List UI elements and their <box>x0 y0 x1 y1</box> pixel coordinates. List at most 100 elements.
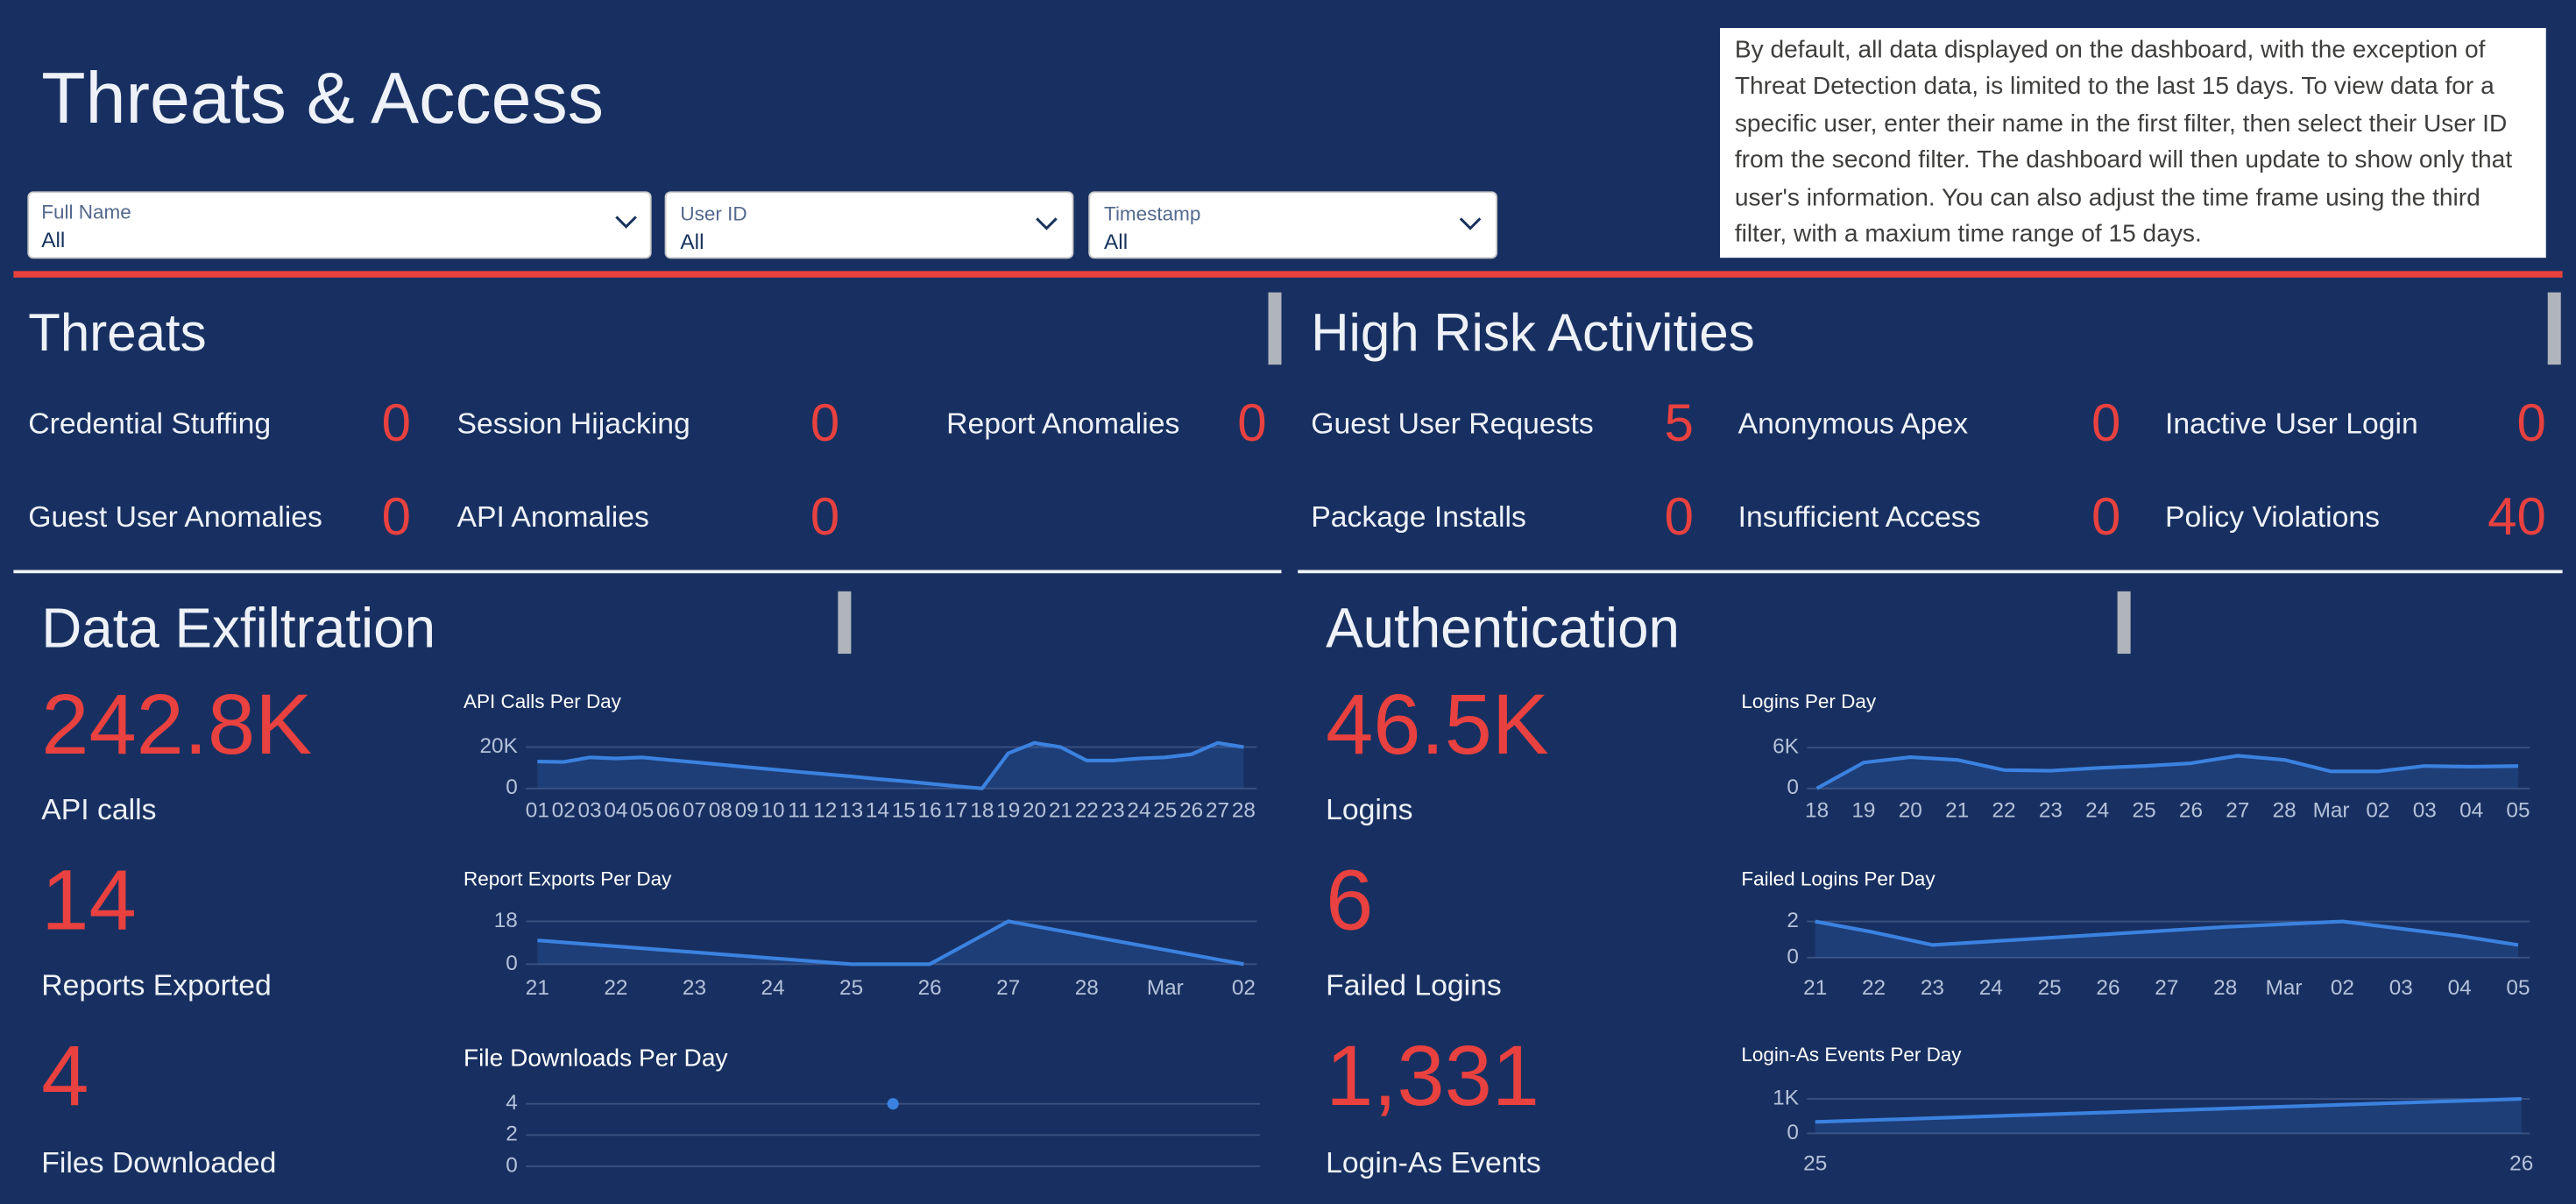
x-tick-label: 25 <box>1153 798 1177 822</box>
line <box>537 919 1244 967</box>
x-tick-label: 07 <box>683 798 706 822</box>
x-tick-label: 21 <box>1803 976 1827 1000</box>
x-tick-label: 24 <box>1979 976 2003 1000</box>
y-tick-label: 4 <box>506 1091 518 1115</box>
filter-label: Timestamp <box>1104 202 1200 224</box>
x-tick-label: 03 <box>2389 976 2413 1000</box>
scrollbar[interactable] <box>2547 292 2561 365</box>
chart-title: Report Exports Per Day <box>464 868 672 890</box>
x-tick-label: 13 <box>839 798 863 822</box>
page-title: Threats & Access <box>41 58 604 138</box>
filter[interactable]: Timestamp All <box>1088 191 1497 259</box>
x-tick-label: 28 <box>1232 798 1256 822</box>
y-tick-label: 2 <box>1787 909 1799 932</box>
x-tick-label: 09 <box>735 798 759 822</box>
x-tick-label: 12 <box>813 798 837 822</box>
x-tick-label: 02 <box>1232 976 1256 1000</box>
kpi-value: 1,331 <box>1326 1028 1539 1123</box>
area <box>1816 755 2518 789</box>
kpi-value: 4 <box>41 1028 88 1123</box>
y-tick-label: 18 <box>494 909 518 932</box>
x-tick-label: 26 <box>2179 798 2203 822</box>
filter-box[interactable] <box>1088 191 1497 259</box>
x-tick-label: 28 <box>2273 798 2296 822</box>
metric-value: 0 <box>2091 487 2120 546</box>
metric-value: 40 <box>2488 487 2546 546</box>
x-tick-label: 28 <box>2213 976 2237 1000</box>
metric-value: 0 <box>1665 487 1694 546</box>
kpi-value: 242.8K <box>41 676 312 772</box>
metric-label: Package Installs <box>1311 500 1526 534</box>
info-text: By default, all data displayed on the da… <box>1719 27 2546 259</box>
x-tick-label: 05 <box>630 798 654 822</box>
divider <box>13 570 1282 574</box>
metric-label: Guest User Anomalies <box>28 500 322 534</box>
metric-label: Session Hijacking <box>457 407 690 440</box>
x-tick-label: Mar <box>1147 976 1184 1000</box>
metric-value: 0 <box>2091 393 2120 452</box>
y-tick-label: 0 <box>1787 776 1799 799</box>
chevron <box>1036 217 1058 230</box>
x-tick-label: 27 <box>2226 798 2249 822</box>
x-tick-label: 23 <box>2039 798 2063 822</box>
metric-value: 0 <box>1237 393 1266 452</box>
filter[interactable]: Full Name All <box>27 191 652 259</box>
chart-title: Login-As Events Per Day <box>1741 1044 1962 1066</box>
scrollbar[interactable] <box>1268 292 1282 365</box>
scrollbar[interactable] <box>838 591 852 655</box>
filter[interactable]: User ID All <box>664 191 1074 259</box>
chart-title: File Downloads Per Day <box>464 1044 728 1071</box>
filter-box[interactable] <box>664 191 1074 259</box>
kpi-value: 46.5K <box>1326 676 1549 772</box>
x-tick-label: 16 <box>918 798 942 822</box>
filter-value: All <box>41 229 65 252</box>
filter-box[interactable] <box>27 191 652 259</box>
metric-value: 0 <box>382 487 411 546</box>
x-tick-label: 22 <box>604 976 627 1000</box>
chart-title: Failed Logins Per Day <box>1741 868 1936 890</box>
metric-label: Insufficient Access <box>1738 500 1981 534</box>
chart-title: API Calls Per Day <box>464 691 622 712</box>
metric-value: 0 <box>810 393 839 452</box>
metric-label: Credential Stuffing <box>28 407 271 440</box>
x-tick-label: 24 <box>1127 798 1150 822</box>
x-tick-label: 27 <box>2155 976 2178 1000</box>
kpi-label: Logins <box>1326 793 1412 826</box>
x-tick-label: 01 <box>526 798 549 822</box>
x-tick-label: 02 <box>2331 976 2354 1000</box>
x-tick-label: 26 <box>1179 798 1203 822</box>
x-tick-label: 04 <box>2459 798 2483 822</box>
filter-value: All <box>680 230 704 254</box>
x-tick-label: 18 <box>970 798 994 822</box>
x-tick-label: 25 <box>839 976 863 1000</box>
metric-label: Report Anomalies <box>946 407 1179 440</box>
x-tick-label: 25 <box>2038 976 2062 1000</box>
y-tick-label: 0 <box>1787 1121 1799 1144</box>
x-tick-label: 22 <box>1075 798 1099 822</box>
filter-label: User ID <box>680 202 747 224</box>
scrollbar[interactable] <box>2117 591 2131 655</box>
x-tick-label: 21 <box>1049 798 1072 822</box>
y-tick-label: 0 <box>1787 945 1799 968</box>
section-title: Data Exfiltration <box>41 597 435 660</box>
area <box>1815 921 2518 958</box>
x-tick-label: 15 <box>892 798 916 822</box>
x-tick-label: 22 <box>1862 976 1886 1000</box>
metric-value: 0 <box>810 487 839 546</box>
section-title: Authentication <box>1326 597 1680 660</box>
metric-label: Policy Violations <box>2165 500 2380 534</box>
x-tick-label: 28 <box>1075 976 1099 1000</box>
section-title: Threats <box>28 303 206 362</box>
kpi-label: Reports Exported <box>41 968 272 1002</box>
x-tick-label: 04 <box>604 798 627 822</box>
x-tick-label: 23 <box>1921 976 1944 1000</box>
line <box>1815 1096 2522 1124</box>
x-tick-label: 05 <box>2506 798 2530 822</box>
point <box>887 1098 899 1110</box>
metric-value: 0 <box>382 393 411 452</box>
x-tick-label: 02 <box>2366 798 2389 822</box>
x-tick-label: 11 <box>788 798 810 822</box>
x-tick-label: Mar <box>2266 976 2303 1000</box>
chevron <box>615 216 637 229</box>
